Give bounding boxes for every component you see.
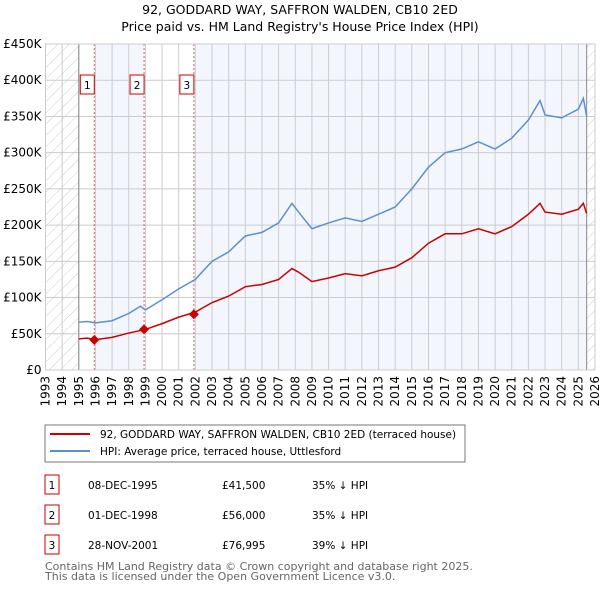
sale-label: 1: [84, 80, 91, 92]
x-tick-label: 2004: [222, 376, 236, 407]
x-tick-label: 1994: [55, 376, 69, 407]
series-line: [78, 95, 588, 324]
no-data-region: [586, 44, 595, 370]
x-tick-label: 2025: [571, 376, 585, 407]
x-tick-label: 1998: [122, 376, 136, 407]
x-tick-label: 1995: [72, 376, 86, 407]
x-tick-label: 2017: [438, 376, 452, 407]
sale-number: 2: [49, 510, 56, 522]
sale-label: 2: [134, 80, 141, 92]
sale-point: [188, 309, 199, 320]
x-tick-label: 1993: [39, 376, 53, 407]
y-tick-label: £150K: [3, 254, 43, 268]
sale-date: 28-NOV-2001: [88, 540, 158, 552]
y-tick-label: £100K: [3, 291, 43, 305]
sale-label-box: [129, 74, 145, 95]
x-tick-label: 2026: [588, 376, 600, 407]
x-tick-label: 1997: [105, 376, 119, 407]
x-tick-label: 2022: [521, 376, 535, 407]
y-tick-label: £300K: [3, 146, 43, 160]
sale-hpi-diff: 35% ↓ HPI: [312, 510, 368, 522]
sale-price: £41,500: [222, 480, 265, 492]
sale-hpi-diff: 35% ↓ HPI: [312, 480, 368, 492]
x-tick-label: 1996: [88, 376, 102, 407]
sale-number-box: [44, 474, 60, 495]
x-tick-label: 2024: [555, 376, 569, 407]
legend-hpi: HPI: Average price, terraced house, Uttl…: [100, 446, 341, 458]
x-tick-label: 2016: [421, 376, 435, 407]
sale-date: 08-DEC-1995: [88, 480, 158, 492]
x-tick-label: 2006: [255, 376, 269, 407]
sale-label: 3: [184, 80, 191, 92]
x-tick-label: 2012: [355, 376, 369, 407]
footer-line2: This data is licensed under the Open Gov…: [44, 570, 395, 583]
sale-number: 3: [49, 540, 56, 552]
sale-number-box: [44, 504, 60, 525]
legend-property: 92, GODDARD WAY, SAFFRON WALDEN, CB10 2E…: [100, 429, 456, 441]
x-tick-label: 2008: [288, 376, 302, 407]
chart-title: 92, GODDARD WAY, SAFFRON WALDEN, CB10 2E…: [142, 2, 458, 17]
sale-point: [139, 324, 150, 335]
y-tick-label: £400K: [3, 73, 43, 87]
x-tick-label: 1999: [138, 376, 152, 407]
sale-label-box: [179, 74, 195, 95]
ownership-shade: [193, 44, 587, 370]
x-tick-label: 2010: [322, 376, 336, 407]
x-tick-label: 2000: [155, 376, 169, 407]
x-tick-label: 2007: [272, 376, 286, 407]
y-tick-label: £200K: [3, 218, 43, 232]
y-tick-label: £0: [26, 363, 41, 377]
x-tick-label: 2015: [405, 376, 419, 407]
y-tick-label: £50K: [11, 327, 43, 341]
y-tick-label: £350K: [3, 109, 43, 123]
sale-label-box: [79, 74, 95, 95]
x-tick-label: 2009: [305, 376, 319, 407]
sale-price: £76,995: [222, 540, 265, 552]
legend: 92, GODDARD WAY, SAFFRON WALDEN, CB10 2E…: [44, 424, 466, 463]
x-tick-label: 2019: [471, 376, 485, 407]
x-tick-label: 2020: [488, 376, 502, 407]
chart-subtitle: Price paid vs. HM Land Registry's House …: [121, 19, 478, 34]
sale-date: 01-DEC-1998: [88, 510, 158, 522]
x-tick-label: 2011: [338, 376, 352, 407]
plot-border: [45, 43, 596, 371]
sale-point: [89, 334, 100, 345]
sale-price: £56,000: [222, 510, 265, 522]
ownership-shade: [94, 44, 145, 370]
series-line: [78, 201, 588, 341]
x-tick-label: 2018: [455, 376, 469, 407]
x-tick-label: 2013: [372, 376, 386, 407]
sale-number-box: [44, 534, 60, 555]
x-tick-label: 2014: [388, 376, 402, 407]
x-tick-label: 2001: [172, 376, 186, 407]
sale-hpi-diff: 39% ↓ HPI: [312, 540, 368, 552]
sales-table: 1 08-DEC-1995 £41,500 35% ↓ HPI 2 01-DEC-1998…: [44, 474, 368, 555]
x-tick-label: 2003: [205, 376, 219, 407]
footer-line1: Contains HM Land Registry data © Crown c…: [45, 560, 473, 573]
y-tick-label: £450K: [3, 37, 43, 51]
sale-number: 1: [49, 480, 56, 492]
x-tick-label: 2023: [538, 376, 552, 407]
x-tick-label: 2002: [188, 376, 202, 407]
y-tick-label: £250K: [3, 182, 43, 196]
x-tick-label: 2005: [238, 376, 252, 407]
x-tick-label: 2021: [505, 376, 519, 407]
